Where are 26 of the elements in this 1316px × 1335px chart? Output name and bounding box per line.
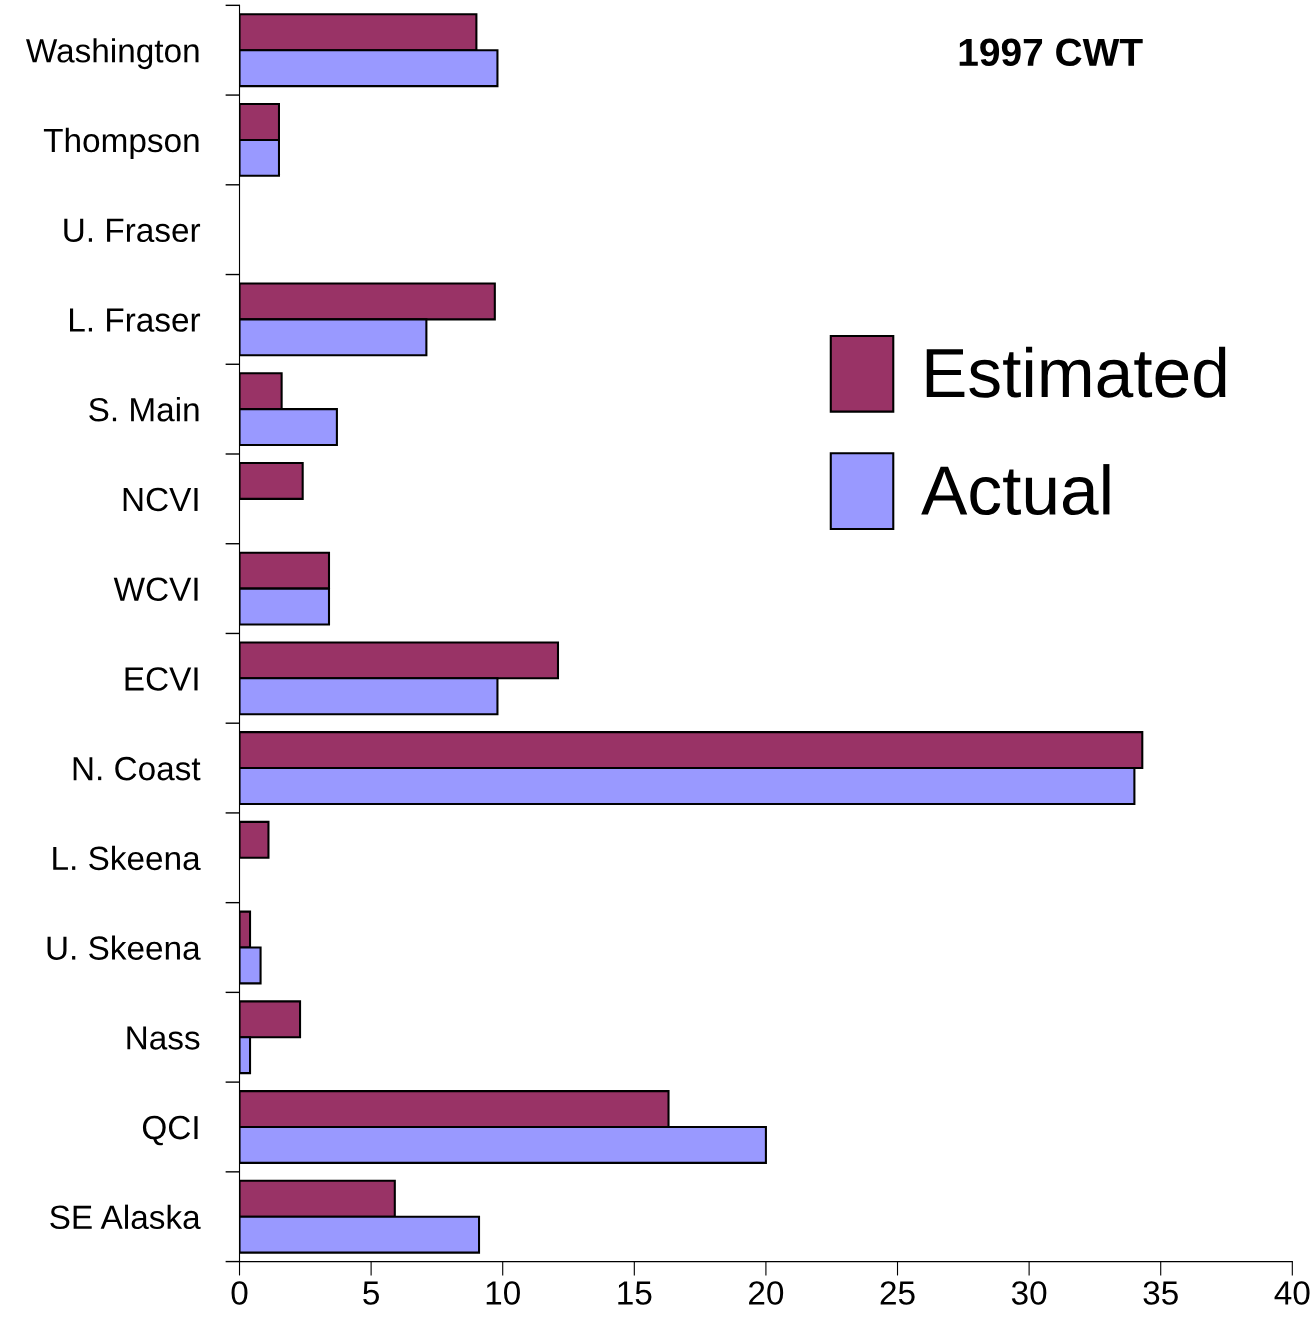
x-tick-label: 35 bbox=[1143, 1281, 1178, 1305]
x-tick-label: 0 bbox=[231, 1281, 248, 1305]
x-tick-label: 25 bbox=[880, 1281, 915, 1305]
text: 1997 CWT bbox=[959, 38, 1143, 67]
x-tick-label: 30 bbox=[1011, 1281, 1047, 1305]
y-tick-label: L. Skeena bbox=[53, 845, 201, 871]
y-tick-label: L. Fraser bbox=[70, 308, 201, 332]
y-tick-label: NCVI bbox=[123, 487, 198, 512]
y-tick-label: QCI bbox=[142, 1115, 198, 1146]
x-tick-label: 20 bbox=[749, 1281, 784, 1305]
y-tick-label: S. Main bbox=[89, 397, 199, 422]
y-tick-label: WCVI bbox=[113, 577, 198, 601]
legend-label: Actual bbox=[921, 464, 1110, 516]
y-tick-label: U. Skeena bbox=[47, 935, 201, 960]
y-tick-label: ECVI bbox=[125, 667, 198, 691]
y-tick-label: U. Fraser bbox=[64, 218, 201, 243]
y-tick-label: Nass bbox=[127, 1026, 200, 1050]
x-tick-label: 40 bbox=[1274, 1281, 1310, 1305]
legend-label: Estimated bbox=[926, 346, 1226, 398]
x-tick-label: 5 bbox=[363, 1281, 379, 1305]
y-tick-label: SE Alaska bbox=[50, 1204, 201, 1230]
y-tick-label: Thompson bbox=[43, 127, 199, 159]
x-tick-label: 15 bbox=[618, 1281, 652, 1305]
y-tick-label: N. Coast bbox=[73, 756, 201, 781]
x-tick-label: 10 bbox=[486, 1281, 520, 1305]
y-tick-label: Washington bbox=[26, 38, 199, 70]
